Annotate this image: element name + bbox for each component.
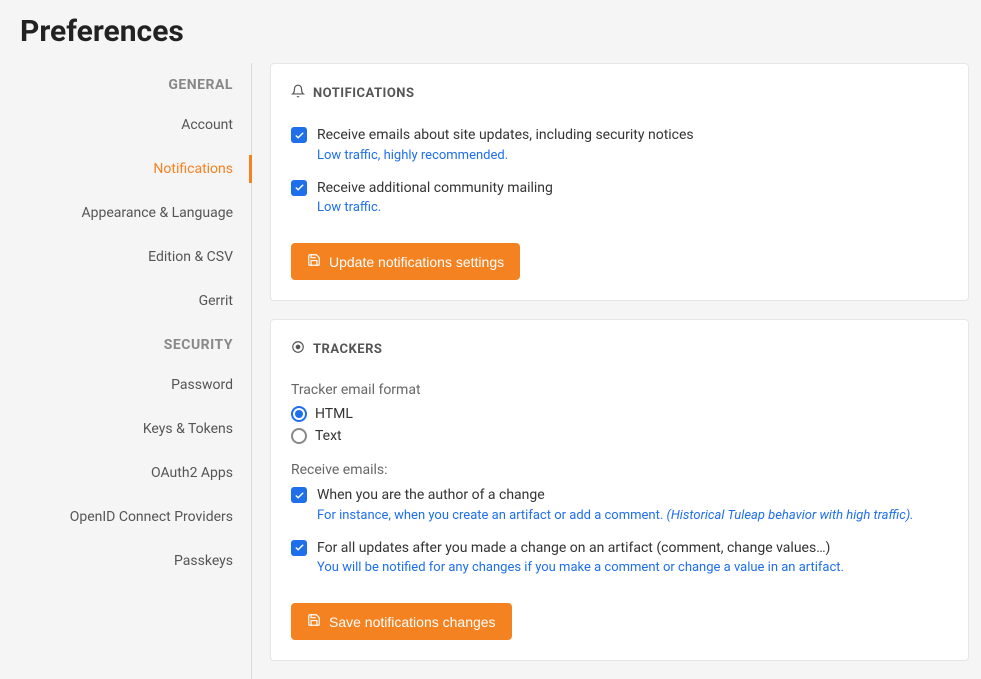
sidebar: GENERAL Account Notifications Appearance… <box>0 63 252 679</box>
update-notifications-button[interactable]: Update notifications settings <box>291 243 520 280</box>
author-label: When you are the author of a change <box>317 486 914 506</box>
community-hint: Low traffic. <box>317 200 553 215</box>
save-icon <box>307 253 321 270</box>
site-updates-label: Receive emails about site updates, inclu… <box>317 126 694 146</box>
radio-text-input[interactable] <box>291 428 307 444</box>
checkbox-site-updates[interactable] <box>291 127 307 143</box>
tracker-option-author[interactable]: When you are the author of a change For … <box>291 486 948 523</box>
save-notifications-label: Save notifications changes <box>329 614 496 630</box>
sidebar-item-oauth2[interactable]: OAuth2 Apps <box>0 451 251 495</box>
trackers-panel-title: TRACKERS <box>313 342 382 357</box>
radio-html-input[interactable] <box>291 406 307 422</box>
sidebar-item-gerrit[interactable]: Gerrit <box>0 279 251 323</box>
radio-html-label: HTML <box>315 406 353 422</box>
radio-text[interactable]: Text <box>291 428 948 444</box>
trackers-panel-header: TRACKERS <box>291 340 948 358</box>
notifications-panel-header: NOTIFICATIONS <box>291 84 948 102</box>
bell-icon <box>291 84 305 102</box>
radio-text-label: Text <box>315 428 342 444</box>
target-icon <box>291 340 305 358</box>
sidebar-item-edition[interactable]: Edition & CSV <box>0 235 251 279</box>
sidebar-item-passkeys[interactable]: Passkeys <box>0 539 251 583</box>
notifications-panel-title: NOTIFICATIONS <box>313 86 414 101</box>
sidebar-item-appearance[interactable]: Appearance & Language <box>0 191 251 235</box>
site-updates-hint: Low traffic, highly recommended. <box>317 148 694 163</box>
notifications-panel: NOTIFICATIONS Receive emails about site … <box>270 63 969 301</box>
checkbox-community[interactable] <box>291 180 307 196</box>
sidebar-item-password[interactable]: Password <box>0 363 251 407</box>
author-hint: For instance, when you create an artifac… <box>317 508 914 523</box>
email-format-label: Tracker email format <box>291 382 948 398</box>
receive-emails-label: Receive emails: <box>291 462 948 478</box>
save-icon <box>307 613 321 630</box>
all-updates-hint: You will be notified for any changes if … <box>317 560 844 575</box>
page-title: Preferences <box>0 0 981 63</box>
notif-option-site-updates[interactable]: Receive emails about site updates, inclu… <box>291 126 948 163</box>
radio-html[interactable]: HTML <box>291 406 948 422</box>
sidebar-item-keys[interactable]: Keys & Tokens <box>0 407 251 451</box>
community-label: Receive additional community mailing <box>317 179 553 199</box>
update-notifications-label: Update notifications settings <box>329 254 504 270</box>
sidebar-section-security: SECURITY <box>0 323 251 363</box>
notif-option-community[interactable]: Receive additional community mailing Low… <box>291 179 948 216</box>
all-updates-label: For all updates after you made a change … <box>317 539 844 559</box>
sidebar-item-notifications[interactable]: Notifications <box>0 147 251 191</box>
tracker-option-all-updates[interactable]: For all updates after you made a change … <box>291 539 948 576</box>
trackers-panel: TRACKERS Tracker email format HTML Text … <box>270 319 969 661</box>
checkbox-author[interactable] <box>291 487 307 503</box>
sidebar-item-openid[interactable]: OpenID Connect Providers <box>0 495 251 539</box>
main-content: NOTIFICATIONS Receive emails about site … <box>252 63 981 679</box>
sidebar-section-general: GENERAL <box>0 63 251 103</box>
checkbox-all-updates[interactable] <box>291 540 307 556</box>
save-notifications-button[interactable]: Save notifications changes <box>291 603 512 640</box>
sidebar-item-account[interactable]: Account <box>0 103 251 147</box>
